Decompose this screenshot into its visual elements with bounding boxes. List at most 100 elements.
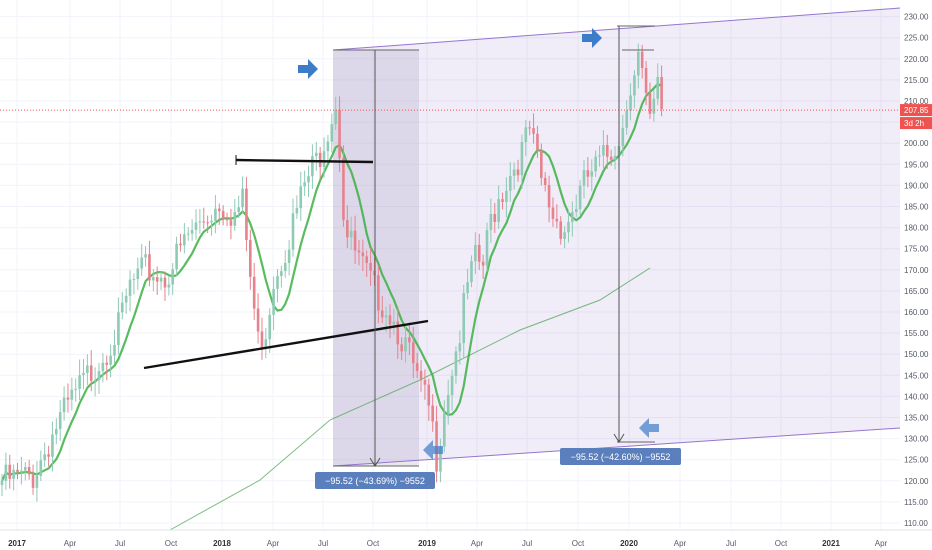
candle-body [508, 175, 512, 191]
candle-body [551, 207, 555, 219]
candle-body [637, 51, 640, 76]
candle-body [175, 243, 178, 270]
candle-body [532, 128, 535, 134]
channel-upper-line[interactable] [332, 7, 901, 51]
candle-body [474, 244, 477, 262]
time-tick-label: 2020 [620, 539, 638, 548]
candle-body [249, 239, 252, 277]
arrow-left-icon[interactable] [639, 418, 659, 438]
candle-body [357, 250, 361, 253]
price-tick-label: 130.00 [904, 435, 929, 444]
candle-body [590, 171, 594, 177]
candle-body [35, 475, 39, 488]
candle-body [78, 375, 81, 389]
candle-body [633, 75, 636, 96]
price-tick-label: 155.00 [904, 329, 929, 338]
price-tick-label: 220.00 [904, 55, 929, 64]
candle-body [598, 155, 601, 157]
candle-body [384, 315, 388, 318]
candle-body [291, 213, 295, 250]
channel-fill [333, 8, 900, 466]
price-tick-label: 115.00 [904, 498, 928, 507]
candle-body [427, 384, 431, 406]
time-tick-label: Jul [115, 539, 125, 548]
channel-lower-line[interactable] [332, 427, 901, 467]
support-trend-line[interactable] [143, 319, 429, 370]
candle-body [124, 295, 128, 303]
candle-body [559, 221, 563, 239]
candle-body [582, 170, 586, 186]
candle-body [97, 371, 101, 381]
measure-label: −95.52 (−43.69%) −9552 [325, 476, 425, 486]
candle-body [155, 277, 159, 282]
price-axis[interactable]: 110.00 115.00 120.00 125.00 130.00 135.00 140.… [900, 0, 932, 550]
countdown-badge [900, 117, 932, 130]
price-tick-label: 160.00 [904, 308, 929, 317]
annotation-arrows[interactable] [298, 28, 659, 460]
candle-body [505, 190, 508, 202]
candle-body [644, 68, 648, 93]
measure-label: −95.52 (−42.60%) −9552 [571, 452, 671, 462]
candle-body [311, 156, 314, 177]
candle-body [198, 221, 202, 223]
candle-body [190, 229, 194, 234]
candle-body [373, 270, 376, 276]
candle-body [400, 344, 403, 352]
candle-body [264, 339, 268, 349]
candle-body [543, 177, 547, 185]
price-tick-label: 120.00 [904, 477, 929, 486]
measure-label-box[interactable] [315, 472, 435, 489]
price-tick-label: 215.00 [904, 76, 929, 85]
candle-body [477, 244, 481, 262]
time-tick-label: Oct [367, 539, 380, 548]
candle-body [217, 208, 221, 212]
candle-body [51, 434, 54, 457]
parallel-channel[interactable] [332, 7, 901, 467]
candle-body [82, 372, 85, 376]
candle-body [404, 337, 407, 352]
candle-body [501, 199, 504, 202]
candle-body [128, 279, 132, 296]
candle-body [179, 243, 182, 246]
candle-body [252, 276, 256, 309]
last-price-badge[interactable] [900, 104, 932, 117]
candle-body [16, 469, 19, 473]
candle-body [314, 152, 318, 157]
candle-body [586, 170, 590, 177]
measure-arrowhead [369, 457, 381, 467]
measure-arrowhead [613, 433, 625, 443]
candle-body [295, 208, 299, 214]
countdown-value: 3d 2h [904, 119, 924, 128]
candle-body [0, 480, 4, 486]
price-tick-label: 170.00 [904, 266, 929, 275]
candle-body [86, 365, 89, 373]
price-tick-label: 210.00 [904, 97, 929, 106]
candle-body [392, 321, 396, 325]
measure-label-box[interactable] [560, 448, 681, 465]
candle-body [349, 230, 353, 238]
trend-drawings[interactable] [0, 109, 900, 370]
candle-body [415, 363, 419, 371]
candle-body [652, 98, 656, 114]
candle-body [140, 257, 143, 269]
candle-body [365, 256, 369, 263]
candle-body [431, 405, 434, 422]
price-tick-label: 135.00 [904, 414, 929, 423]
candle-body [408, 337, 411, 343]
arrow-right-icon[interactable] [582, 28, 602, 48]
price-tick-label: 180.00 [904, 224, 929, 233]
measure-tools[interactable]: −95.52 (−43.69%) −9552 −95.52 (−42.60%) −… [315, 25, 681, 489]
time-tick-label: Jul [726, 539, 736, 548]
candle-body [458, 343, 462, 352]
arrow-right-icon[interactable] [298, 59, 318, 79]
resistance-line[interactable] [235, 158, 374, 164]
time-tick-label: Oct [572, 539, 585, 548]
arrow-left-icon[interactable] [423, 440, 443, 460]
candle-body [540, 150, 543, 178]
price-tick-label: 125.00 [904, 456, 929, 465]
price-tick-label: 145.00 [904, 371, 929, 380]
candle-body [481, 261, 485, 266]
time-axis[interactable]: 2017 Apr Jul Oct 2018 Apr Jul Oct 2019 Apr Jul Oct 2… [0, 529, 932, 548]
